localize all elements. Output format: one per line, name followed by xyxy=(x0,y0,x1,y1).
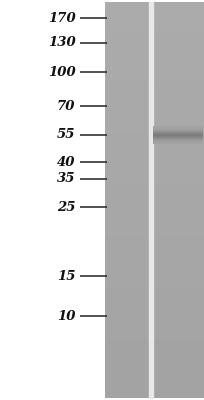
Text: 100: 100 xyxy=(48,66,75,78)
Text: 170: 170 xyxy=(48,12,75,24)
Text: 10: 10 xyxy=(57,310,75,322)
Text: 70: 70 xyxy=(57,100,75,112)
Bar xyxy=(149,2,153,398)
Text: 35: 35 xyxy=(57,172,75,185)
Text: 25: 25 xyxy=(57,201,75,214)
Text: 15: 15 xyxy=(57,270,75,282)
Text: 130: 130 xyxy=(48,36,75,49)
Text: 40: 40 xyxy=(57,156,75,168)
Text: 55: 55 xyxy=(57,128,75,141)
